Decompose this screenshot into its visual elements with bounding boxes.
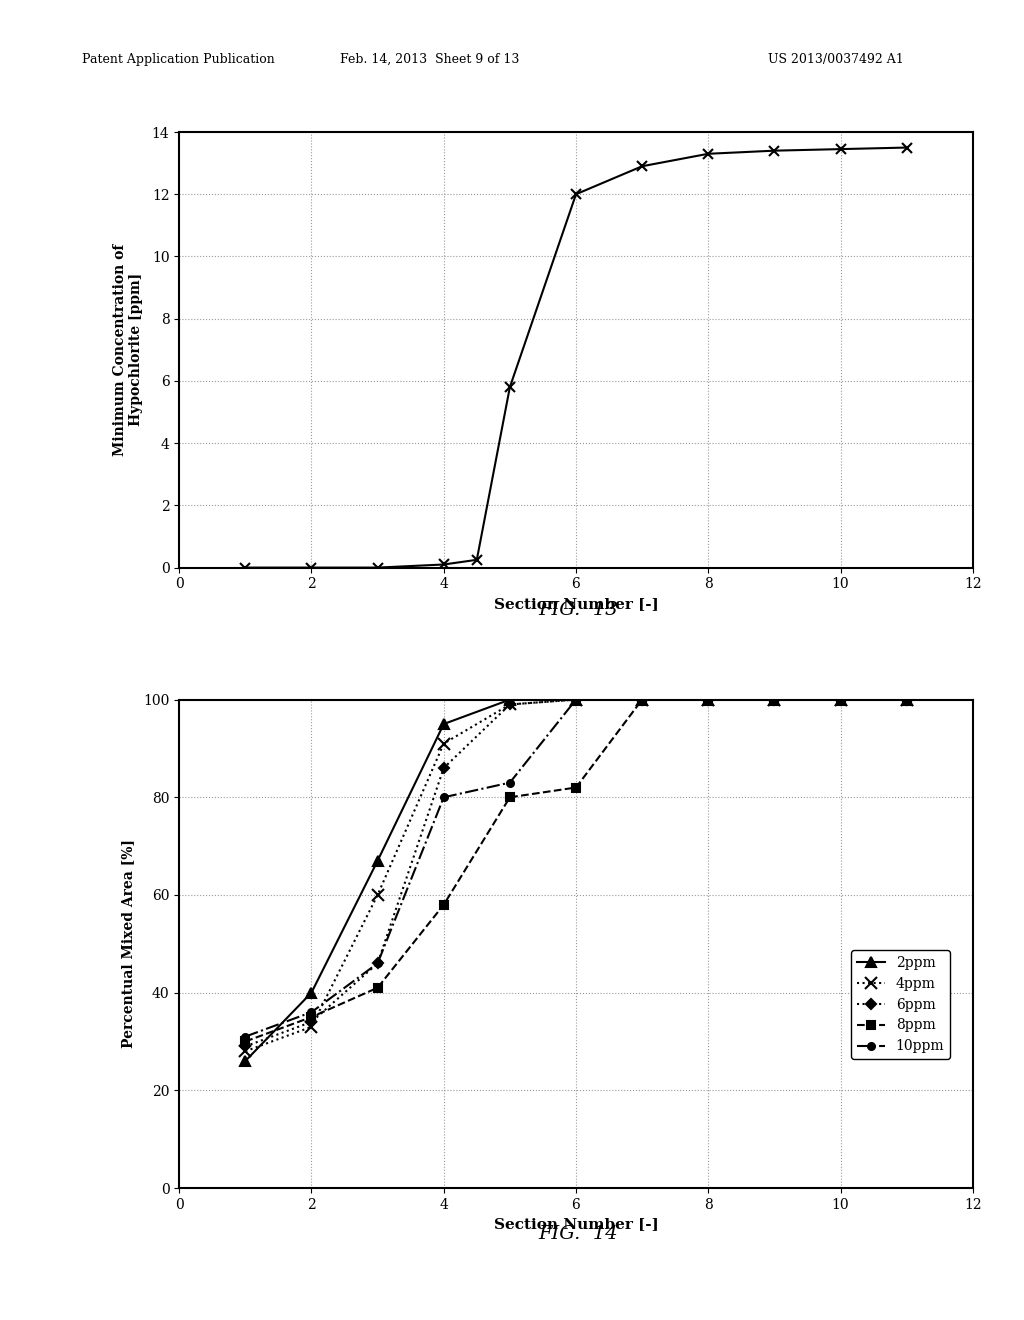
2ppm: [569, 692, 582, 708]
6ppm: [900, 692, 912, 708]
10ppm: [240, 1028, 252, 1044]
4ppm: [240, 1043, 252, 1059]
Y-axis label: Minimum Concentration of
Hypochlorite [ppm]: Minimum Concentration of Hypochlorite [p…: [114, 244, 143, 455]
2ppm: [305, 985, 317, 1001]
6ppm: [372, 956, 384, 972]
10ppm: [900, 692, 912, 708]
10ppm: [504, 775, 516, 791]
X-axis label: Section Number [-]: Section Number [-]: [494, 597, 658, 611]
Legend: 2ppm, 4ppm, 6ppm, 8ppm, 10ppm: 2ppm, 4ppm, 6ppm, 8ppm, 10ppm: [851, 950, 950, 1059]
4ppm: [305, 1019, 317, 1035]
Text: Feb. 14, 2013  Sheet 9 of 13: Feb. 14, 2013 Sheet 9 of 13: [340, 53, 520, 66]
10ppm: [372, 956, 384, 972]
10ppm: [636, 692, 648, 708]
Line: 4ppm: 4ppm: [240, 694, 912, 1057]
2ppm: [835, 692, 847, 708]
2ppm: [702, 692, 715, 708]
10ppm: [305, 1005, 317, 1020]
8ppm: [504, 789, 516, 805]
2ppm: [437, 715, 450, 731]
2ppm: [504, 692, 516, 708]
10ppm: [702, 692, 715, 708]
10ppm: [569, 692, 582, 708]
8ppm: [240, 1034, 252, 1049]
X-axis label: Section Number [-]: Section Number [-]: [494, 1217, 658, 1232]
Line: 8ppm: 8ppm: [242, 696, 910, 1045]
2ppm: [636, 692, 648, 708]
Y-axis label: Percentual Mixed Area [%]: Percentual Mixed Area [%]: [121, 840, 135, 1048]
2ppm: [240, 1053, 252, 1069]
2ppm: [768, 692, 780, 708]
Line: 10ppm: 10ppm: [242, 696, 910, 1040]
6ppm: [437, 760, 450, 776]
8ppm: [636, 692, 648, 708]
Text: US 2013/0037492 A1: US 2013/0037492 A1: [768, 53, 904, 66]
Line: 2ppm: 2ppm: [241, 694, 911, 1065]
8ppm: [305, 1010, 317, 1026]
4ppm: [504, 697, 516, 713]
Text: FIG.  14: FIG. 14: [539, 1225, 618, 1243]
6ppm: [240, 1039, 252, 1055]
6ppm: [504, 697, 516, 713]
6ppm: [636, 692, 648, 708]
2ppm: [900, 692, 912, 708]
4ppm: [569, 692, 582, 708]
4ppm: [437, 735, 450, 751]
Text: Patent Application Publication: Patent Application Publication: [82, 53, 274, 66]
6ppm: [768, 692, 780, 708]
8ppm: [702, 692, 715, 708]
8ppm: [900, 692, 912, 708]
4ppm: [636, 692, 648, 708]
6ppm: [835, 692, 847, 708]
6ppm: [702, 692, 715, 708]
4ppm: [768, 692, 780, 708]
8ppm: [768, 692, 780, 708]
4ppm: [702, 692, 715, 708]
8ppm: [372, 979, 384, 995]
4ppm: [372, 887, 384, 903]
10ppm: [768, 692, 780, 708]
4ppm: [835, 692, 847, 708]
6ppm: [569, 692, 582, 708]
8ppm: [437, 896, 450, 912]
Line: 6ppm: 6ppm: [242, 696, 910, 1049]
8ppm: [835, 692, 847, 708]
6ppm: [305, 1014, 317, 1030]
4ppm: [900, 692, 912, 708]
2ppm: [372, 853, 384, 869]
10ppm: [835, 692, 847, 708]
8ppm: [569, 780, 582, 796]
10ppm: [437, 789, 450, 805]
Text: FIG.  13: FIG. 13: [539, 601, 618, 619]
